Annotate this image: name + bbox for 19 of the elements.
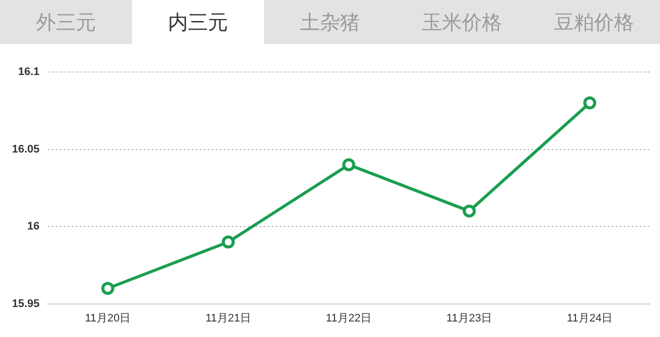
text: 豆粕价格 [553,9,635,36]
text: 外三元 [35,9,97,36]
text: 土杂猪 [299,9,361,36]
x-tick-label: 11月24日 [566,312,613,324]
x-tick-label: 11月20日 [84,312,131,324]
x-tick-label: 11月22日 [326,312,372,324]
y-tick-label: 16.1 [18,66,40,78]
x-tick-label: 11月21日 [205,312,252,324]
y-tick-label: 16.05 [12,143,40,156]
point [222,235,235,248]
point [583,96,596,110]
y-tick-label: 15.95 [12,298,40,310]
point [342,158,356,172]
x-tick-label: 11月23日 [446,312,492,324]
point [101,282,114,295]
y-tick-label: 16 [27,220,40,233]
chart-title: 内三元 [132,0,264,44]
text: 玉米价格 [421,9,503,36]
point [462,204,476,218]
